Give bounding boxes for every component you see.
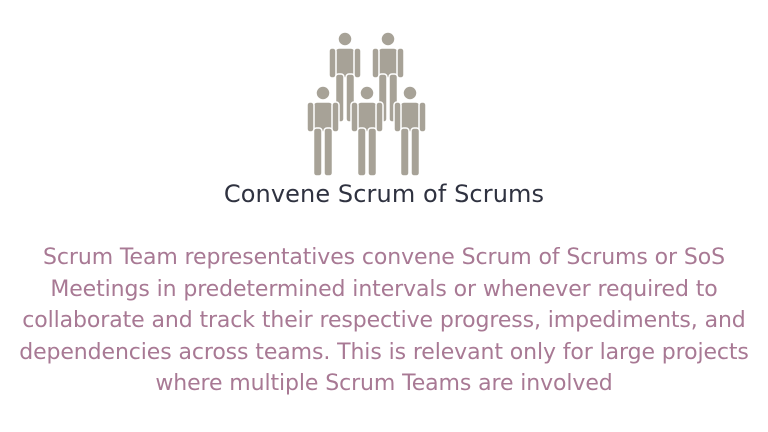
slide-title: Convene Scrum of Scrums <box>223 180 545 208</box>
group-of-people-icon <box>306 31 427 177</box>
slide-description: Scrum Team representatives convene Scrum… <box>19 245 749 396</box>
